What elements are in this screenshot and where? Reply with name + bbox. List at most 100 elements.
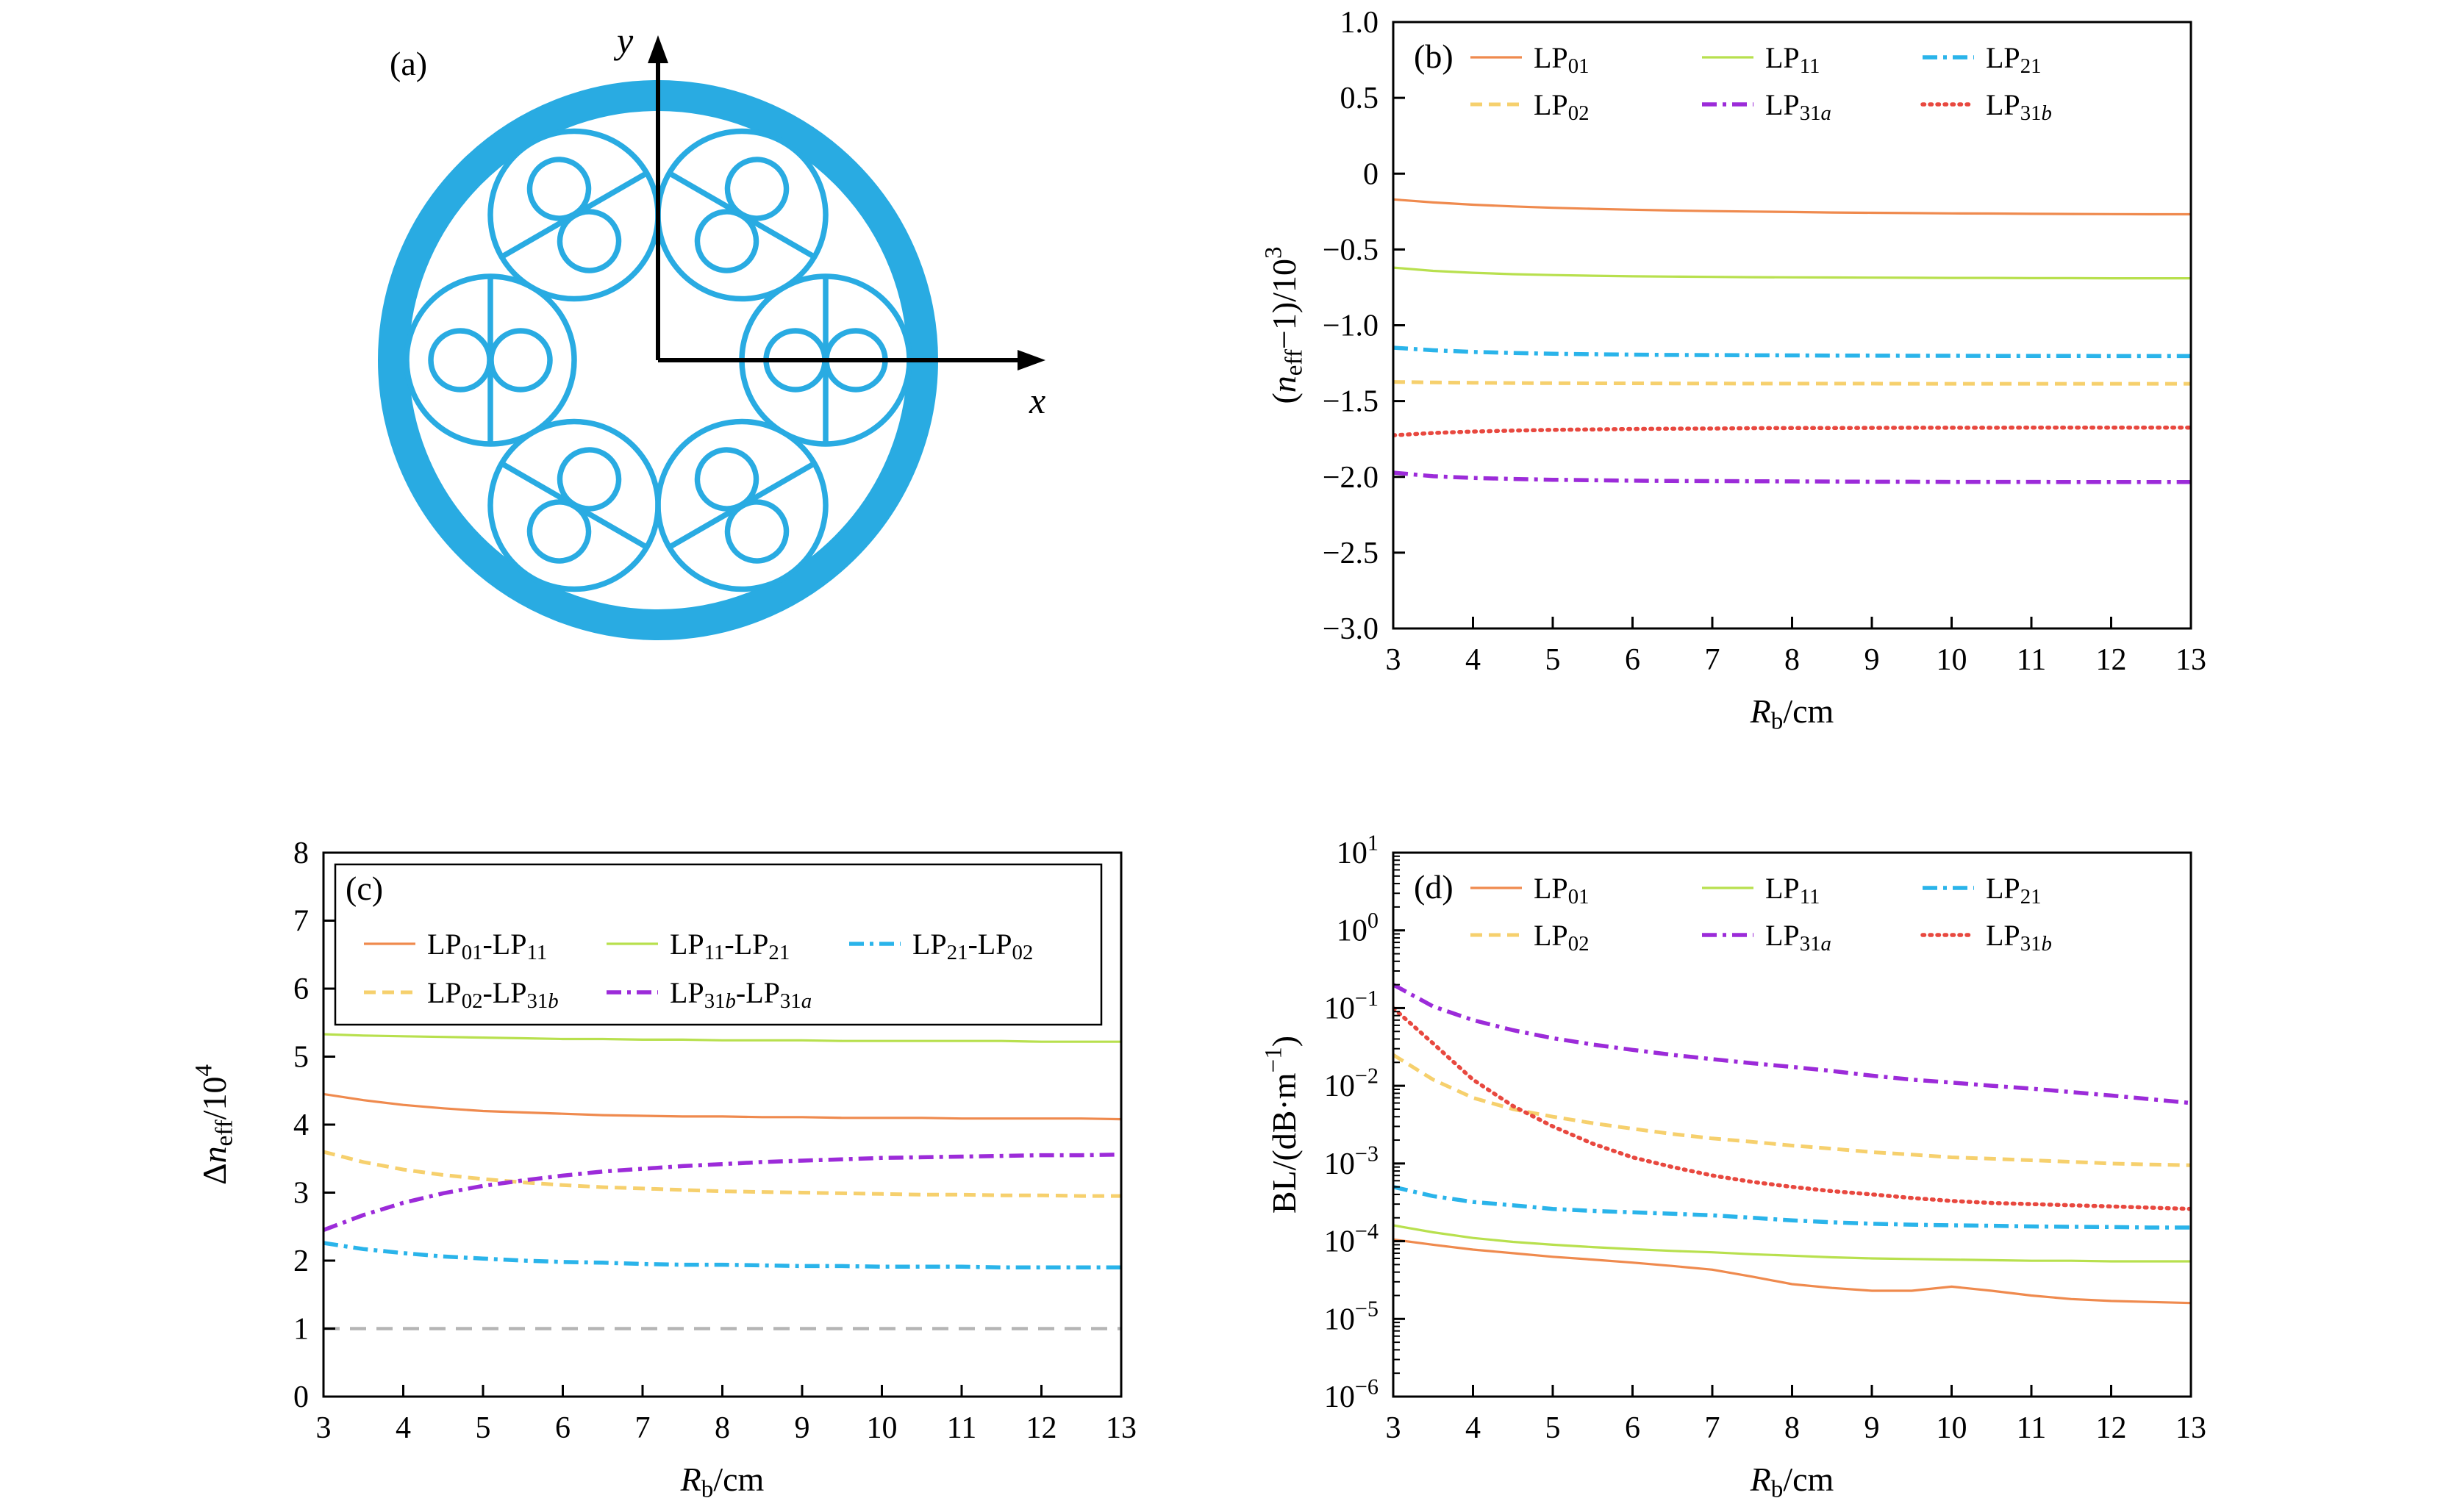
series-line-LP31a — [1393, 470, 2191, 484]
y-tick-label: 6 — [293, 972, 309, 1006]
y-tick-label: 10−6 — [1324, 1374, 1379, 1414]
y-tick-label: 10−4 — [1324, 1219, 1379, 1259]
x-tick-label: 8 — [1784, 643, 1800, 677]
y-tick-label: 0.5 — [1340, 82, 1379, 115]
y-tick-label: 10−3 — [1324, 1141, 1379, 1181]
y-tick-label: 5 — [293, 1041, 309, 1075]
y-axis-symbol: y — [613, 20, 634, 61]
y-axis-label: Δneff/104 — [191, 1064, 238, 1186]
x-tick-label: 7 — [1705, 1411, 1720, 1445]
x-tick-label: 7 — [1705, 643, 1720, 677]
x-tick-label: 4 — [396, 1411, 411, 1445]
series-line-LP31b-LP31a — [323, 1152, 1121, 1232]
y-tick-label: 0 — [293, 1380, 309, 1414]
y-tick-label: 101 — [1337, 831, 1379, 870]
y-tick-label: 0 — [1363, 157, 1379, 191]
legend-label-LP02: LP02 — [1534, 88, 1589, 125]
core-circle — [557, 447, 622, 512]
y-tick-label: −2.0 — [1323, 461, 1379, 495]
panel-label-d: (d) — [1414, 868, 1454, 906]
x-axis-label: Rb/cm — [680, 1461, 765, 1502]
y-tick-label: −3.0 — [1323, 612, 1379, 646]
fiber-cross-section-diagram: y x (a) — [378, 20, 1045, 640]
x-tick-label: 10 — [867, 1411, 898, 1445]
x-tick-label: 8 — [715, 1411, 730, 1445]
legend-label-LP31b: LP31b — [1986, 88, 2052, 125]
y-tick-label: −1.5 — [1323, 385, 1379, 419]
panel-label-a: (a) — [390, 45, 427, 82]
y-tick-label: 7 — [293, 905, 309, 939]
legend-label-LP02-LP31b: LP02-LP31b — [427, 976, 559, 1013]
x-tick-label: 12 — [1026, 1411, 1057, 1445]
core-circle — [526, 499, 592, 564]
y-tick-label: −0.5 — [1323, 233, 1379, 267]
series-line-LP02-LP31b — [323, 1150, 1121, 1198]
x-axis-label: Rb/cm — [1750, 1461, 1834, 1502]
core-circle — [694, 209, 759, 273]
legend-box — [334, 863, 1103, 1026]
core-circle — [724, 499, 790, 564]
y-tick-label: 1 — [293, 1313, 309, 1347]
fiber-unit-4 — [404, 273, 577, 447]
x-tick-label: 5 — [1545, 1411, 1561, 1445]
legend-label-LP01: LP01 — [1534, 872, 1589, 909]
y-tick-label: −1.0 — [1323, 309, 1379, 343]
y-axis-arrow — [648, 35, 668, 63]
x-tick-label: 13 — [2175, 1411, 2206, 1445]
core-circle — [557, 209, 622, 273]
legend-label-LP21: LP21 — [1986, 41, 2041, 78]
x-tick-label: 3 — [1386, 643, 1401, 677]
legend-label-LP31b: LP31b — [1986, 919, 2052, 956]
x-tick-label: 12 — [2096, 1411, 2127, 1445]
x-tick-label: 6 — [1625, 1411, 1640, 1445]
fiber-unit-5 — [487, 418, 661, 592]
x-axis-label: Rb/cm — [1750, 692, 1834, 734]
x-tick-label: 11 — [947, 1411, 976, 1445]
x-tick-label: 9 — [1864, 643, 1880, 677]
y-tick-label: 10−1 — [1324, 986, 1379, 1026]
series-line-LP31b — [1393, 1006, 2191, 1211]
core-circle — [724, 157, 790, 221]
x-tick-label: 9 — [795, 1411, 810, 1445]
panel-label-b: (b) — [1414, 37, 1454, 75]
x-tick-label: 10 — [1937, 643, 1967, 677]
chart-panel-b: 3 4 5 6 7 8 9 10 11 12 13 1.0 0.5 0 −0.5 −1.0 −1.5 −2.0 −2… — [1261, 6, 2206, 734]
series-line-LP31b — [1393, 425, 2191, 437]
x-axis-arrow — [1018, 350, 1045, 370]
y-tick-label: 1.0 — [1340, 6, 1379, 40]
x-tick-label: 3 — [316, 1411, 332, 1445]
series-line-LP01 — [1393, 198, 2191, 216]
core-circle — [488, 328, 553, 393]
x-tick-label: 3 — [1386, 1411, 1401, 1445]
series-line-LP11 — [1393, 266, 2191, 280]
x-tick-label: 5 — [476, 1411, 491, 1445]
x-tick-label: 5 — [1545, 643, 1561, 677]
legend-label-LP31b-LP31a: LP31b-LP31a — [670, 976, 812, 1013]
legend-label-LP31a: LP31a — [1765, 919, 1831, 956]
legend-label-LP21-LP02: LP21-LP02 — [912, 928, 1033, 964]
x-tick-label: 11 — [2017, 643, 2046, 677]
x-tick-label: 13 — [2175, 643, 2206, 677]
x-tick-label: 4 — [1465, 643, 1481, 677]
x-tick-label: 6 — [555, 1411, 571, 1445]
series-line-LP11-LP21 — [323, 1033, 1121, 1043]
y-tick-label: 4 — [293, 1108, 309, 1142]
x-tick-label: 6 — [1625, 643, 1640, 677]
series-line-LP31a — [1393, 983, 2191, 1106]
series-line-LP21-LP02 — [323, 1241, 1121, 1270]
x-tick-label: 9 — [1864, 1411, 1880, 1445]
panel-label-c: (c) — [346, 870, 383, 907]
series-line-LP01 — [1393, 1238, 2191, 1305]
x-tick-label: 12 — [2096, 643, 2127, 677]
series-line-LP11 — [1393, 1224, 2191, 1263]
legend-label-LP01-LP11: LP01-LP11 — [427, 928, 547, 964]
series-line-LP02 — [1393, 380, 2191, 386]
y-tick-label: −2.5 — [1323, 537, 1379, 570]
legend-label-LP31a: LP31a — [1765, 88, 1831, 125]
legend-label-LP01: LP01 — [1534, 41, 1589, 78]
x-tick-label: 7 — [635, 1411, 651, 1445]
legend-label-LP02: LP02 — [1534, 919, 1589, 956]
core-circle — [428, 328, 493, 393]
x-tick-label: 10 — [1937, 1411, 1967, 1445]
